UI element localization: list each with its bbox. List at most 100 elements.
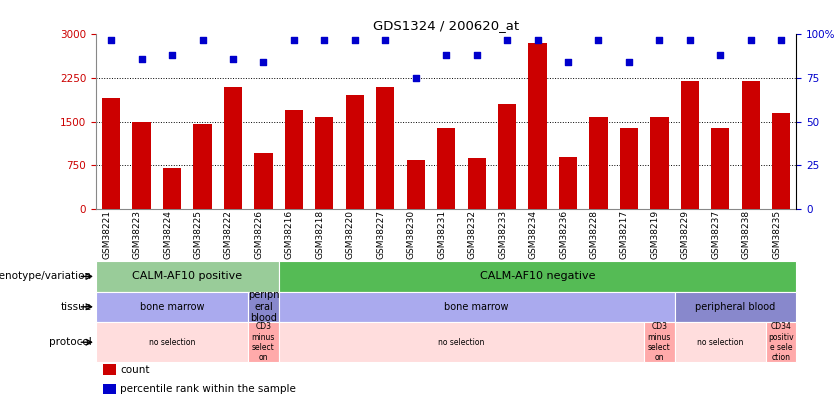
Text: GSM38229: GSM38229 <box>681 210 690 259</box>
Text: GSM38228: GSM38228 <box>590 210 599 259</box>
Point <box>622 59 636 66</box>
Point <box>348 36 361 43</box>
Text: GSM38222: GSM38222 <box>224 210 233 258</box>
Bar <box>711 128 730 209</box>
Point <box>683 36 696 43</box>
Bar <box>407 160 425 209</box>
Point <box>196 36 209 43</box>
Text: GSM38221: GSM38221 <box>102 210 111 259</box>
Text: GSM38233: GSM38233 <box>498 210 507 259</box>
Point <box>226 55 239 62</box>
Bar <box>249 292 279 322</box>
Text: GSM38225: GSM38225 <box>193 210 203 259</box>
Bar <box>772 113 791 209</box>
Point <box>409 75 422 81</box>
Text: GSM38217: GSM38217 <box>620 210 629 259</box>
Text: GSM38219: GSM38219 <box>651 210 660 259</box>
Bar <box>193 124 212 209</box>
Text: count: count <box>120 365 150 375</box>
Bar <box>249 322 279 362</box>
Text: GSM38223: GSM38223 <box>133 210 142 259</box>
Bar <box>644 322 675 362</box>
Bar <box>529 43 547 209</box>
Bar <box>315 117 334 209</box>
Bar <box>284 110 303 209</box>
Bar <box>681 81 699 209</box>
Text: genotype/variation: genotype/variation <box>0 271 92 281</box>
Point <box>561 59 575 66</box>
Point <box>287 36 300 43</box>
Point <box>104 36 118 43</box>
Text: GSM38220: GSM38220 <box>346 210 354 259</box>
Bar <box>620 128 638 209</box>
Text: GSM38231: GSM38231 <box>437 210 446 259</box>
Title: GDS1324 / 200620_at: GDS1324 / 200620_at <box>373 19 520 32</box>
Text: GSM38232: GSM38232 <box>468 210 477 259</box>
Bar <box>103 384 116 394</box>
Point <box>775 36 788 43</box>
Point <box>470 52 484 59</box>
Bar <box>651 117 669 209</box>
Bar <box>766 322 796 362</box>
Text: no selection: no selection <box>438 338 485 347</box>
Text: periph
eral
blood: periph eral blood <box>248 290 279 323</box>
Text: tissue: tissue <box>61 302 92 312</box>
Point <box>531 36 545 43</box>
Bar <box>376 87 394 209</box>
Bar <box>345 96 364 209</box>
Text: no selection: no selection <box>697 338 743 347</box>
Text: bone marrow: bone marrow <box>445 302 509 312</box>
Point <box>379 36 392 43</box>
Bar <box>279 322 644 362</box>
Text: CD3
minus
select
on: CD3 minus select on <box>648 322 671 362</box>
Bar <box>498 104 516 209</box>
Bar <box>468 158 485 209</box>
Bar <box>590 117 608 209</box>
Text: GSM38226: GSM38226 <box>254 210 264 259</box>
Bar <box>559 158 577 209</box>
Bar <box>163 168 181 209</box>
Bar <box>133 122 151 209</box>
Point <box>318 36 331 43</box>
Text: percentile rank within the sample: percentile rank within the sample <box>120 384 296 394</box>
Text: GSM38238: GSM38238 <box>741 210 751 259</box>
Point <box>744 36 757 43</box>
Text: GSM38234: GSM38234 <box>529 210 538 259</box>
Bar <box>103 364 116 375</box>
Text: CALM-AF10 positive: CALM-AF10 positive <box>133 271 243 281</box>
Bar <box>279 261 796 292</box>
Bar <box>437 128 455 209</box>
Text: GSM38224: GSM38224 <box>163 210 172 258</box>
Bar <box>96 292 249 322</box>
Bar <box>741 81 760 209</box>
Text: bone marrow: bone marrow <box>140 302 204 312</box>
Bar <box>675 322 766 362</box>
Text: CALM-AF10 negative: CALM-AF10 negative <box>480 271 595 281</box>
Text: GSM38227: GSM38227 <box>376 210 385 259</box>
Text: CD3
minus
select
on: CD3 minus select on <box>252 322 275 362</box>
Text: CD34
positiv
e sele
ction: CD34 positiv e sele ction <box>768 322 794 362</box>
Point <box>257 59 270 66</box>
Point <box>440 52 453 59</box>
Bar <box>254 153 273 209</box>
Bar <box>279 292 675 322</box>
Text: GSM38230: GSM38230 <box>407 210 415 259</box>
Text: GSM38235: GSM38235 <box>772 210 781 259</box>
Bar <box>102 98 120 209</box>
Bar <box>224 87 242 209</box>
Text: GSM38237: GSM38237 <box>711 210 721 259</box>
Point <box>714 52 727 59</box>
Point <box>500 36 514 43</box>
Text: GSM38216: GSM38216 <box>285 210 294 259</box>
Bar <box>96 261 279 292</box>
Bar <box>675 292 796 322</box>
Text: GSM38218: GSM38218 <box>315 210 324 259</box>
Text: protocol: protocol <box>49 337 92 347</box>
Text: GSM38236: GSM38236 <box>559 210 568 259</box>
Text: no selection: no selection <box>149 338 195 347</box>
Point <box>165 52 178 59</box>
Bar <box>96 322 249 362</box>
Text: peripheral blood: peripheral blood <box>696 302 776 312</box>
Point <box>135 55 148 62</box>
Point <box>653 36 666 43</box>
